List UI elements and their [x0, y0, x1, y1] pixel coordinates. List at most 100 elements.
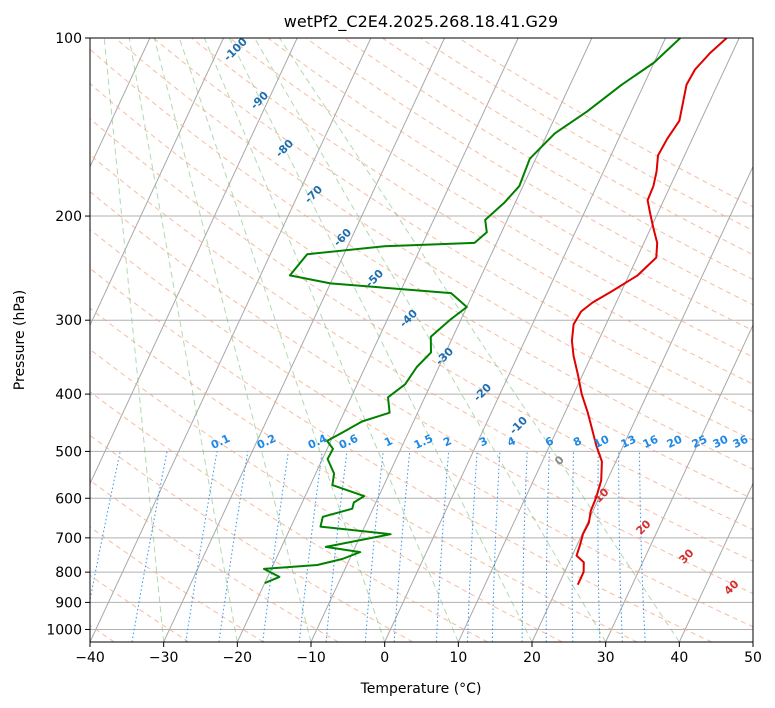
plot-frame: [89, 37, 754, 643]
y-axis-title: Pressure (hPa): [12, 290, 28, 390]
moist-adiabat: [103, 38, 165, 642]
x-tick-label: −40: [75, 650, 105, 666]
dry-adiabat: [90, 228, 753, 628]
y-tick-label: 400: [55, 387, 82, 403]
mixing-ratio-label: 0.4: [306, 432, 329, 452]
moist-adiabat: [228, 38, 533, 642]
mixing-ratio-label: 36: [731, 433, 751, 451]
x-tick-label: 20: [523, 650, 541, 666]
isotherm-line: [163, 38, 445, 642]
annotation-layer: -100-90-80-70-60-50-40-30-20-1000.1 0.2 0.…: [209, 35, 751, 598]
isotherm-line: [0, 38, 3, 642]
series-layer: [263, 38, 728, 586]
dry-adiabat: [90, 48, 753, 470]
y-tick-label: 100: [55, 31, 82, 47]
mixing-ratio-line: [131, 451, 168, 642]
isotherm-line: [384, 38, 666, 642]
x-tick-label: 50: [744, 650, 762, 666]
isotherm-line: [752, 640, 753, 642]
dry-adiabat: [458, 38, 753, 208]
isotherm-label: -90: [248, 89, 271, 112]
chart-title: wetPf2_C2E4.2025.268.18.41.G29: [284, 12, 558, 32]
isotherm-line: [90, 38, 151, 168]
mixing-ratio-label: 3: [477, 434, 489, 449]
isotherm-line: [236, 38, 519, 642]
moist-adiabat: [254, 38, 607, 642]
mixing-ratio-label: 1.5: [412, 432, 435, 452]
mixing-ratio-label: 13: [619, 433, 638, 451]
mixing-ratio-label: 2: [441, 434, 453, 449]
dry-adiabat: [90, 118, 753, 531]
dry-adiabat: [90, 307, 638, 642]
y-tick-label: 200: [55, 209, 82, 225]
isotherm-label: -80: [273, 137, 296, 160]
dry-adiabat: [114, 38, 753, 441]
dry-adiabat: [90, 348, 563, 642]
isotherm-label: -100: [221, 35, 250, 64]
red-label: 30: [677, 546, 697, 566]
dry-adiabat: [267, 38, 753, 332]
dry-adiabat: [90, 574, 190, 642]
mixing-ratio-label: 25: [690, 433, 709, 451]
mixing-ratio-label: 16: [641, 433, 661, 451]
y-tick-label: 700: [55, 531, 82, 547]
isotherm-label: -30: [433, 345, 456, 368]
dry-adiabat: [90, 83, 753, 500]
dry-adiabat: [229, 38, 753, 358]
mixing-ratio-label: 10: [592, 433, 612, 451]
y-tick-label: 1000: [46, 622, 82, 638]
mixing-ratio-line: [90, 451, 121, 603]
dry-adiabat: [90, 479, 339, 642]
isotherm-line: [605, 323, 753, 642]
mixing-ratio-line: [491, 451, 501, 642]
x-tick-label: −30: [149, 650, 179, 666]
x-axis-ticks: −40 −30 −20 −10 0 10 20 30 40 50: [75, 642, 762, 666]
y-tick-label: 900: [55, 595, 82, 611]
isotherm-line: [90, 38, 372, 642]
isotherm-label: -40: [397, 307, 420, 330]
dry-adiabat: [90, 154, 753, 562]
x-tick-label: 30: [597, 650, 615, 666]
x-tick-label: −20: [223, 650, 253, 666]
dry-adiabat: [90, 391, 488, 642]
isotherm-line: [678, 482, 753, 642]
dry-adiabat: [90, 191, 753, 595]
isotherm-line: [90, 38, 224, 327]
moist-adiabat: [153, 38, 312, 642]
mixing-ratio-label: 30: [711, 433, 731, 451]
moist-adiabat: [279, 38, 680, 642]
background-lines: [90, 38, 753, 642]
mixing-ratio-label: 0.1: [209, 432, 232, 452]
x-axis-title: Temperature (°C): [360, 681, 482, 697]
mixing-ratio-line: [597, 451, 601, 642]
mixing-ratio-line: [393, 451, 411, 642]
dewpoint-line: [263, 38, 681, 585]
grid-layer: [0, 38, 753, 642]
mixing-ratio-line: [545, 451, 550, 642]
temperature-line: [570, 38, 728, 586]
dry-adiabat: [343, 38, 753, 281]
dry-adiabat: [305, 38, 753, 306]
mixing-ratio-line: [185, 451, 218, 642]
y-axis-ticks: 100 200 300 400 500 600 700 800 900 1000: [46, 31, 90, 638]
mixing-ratio-line: [262, 451, 289, 642]
red-label: 40: [722, 577, 742, 597]
dry-adiabat: [191, 38, 753, 385]
y-tick-label: 300: [55, 313, 82, 329]
x-tick-label: 10: [449, 650, 467, 666]
dry-adiabat: [90, 526, 264, 642]
isotherm-label: -10: [507, 414, 530, 437]
red-label: 20: [634, 517, 654, 537]
x-tick-label: −10: [296, 650, 326, 666]
y-tick-label: 600: [55, 491, 82, 507]
isotherm-line: [90, 38, 298, 485]
mixing-ratio-line: [218, 451, 249, 642]
isotherm-label: 0: [552, 453, 567, 468]
mixing-ratio-label: 8: [571, 434, 583, 449]
moist-adiabat: [178, 38, 386, 642]
mixing-ratio-line: [467, 451, 478, 642]
x-tick-label: 40: [670, 650, 688, 666]
mixing-ratio-label: 0.2: [255, 432, 278, 452]
mixing-ratio-line: [639, 451, 646, 642]
